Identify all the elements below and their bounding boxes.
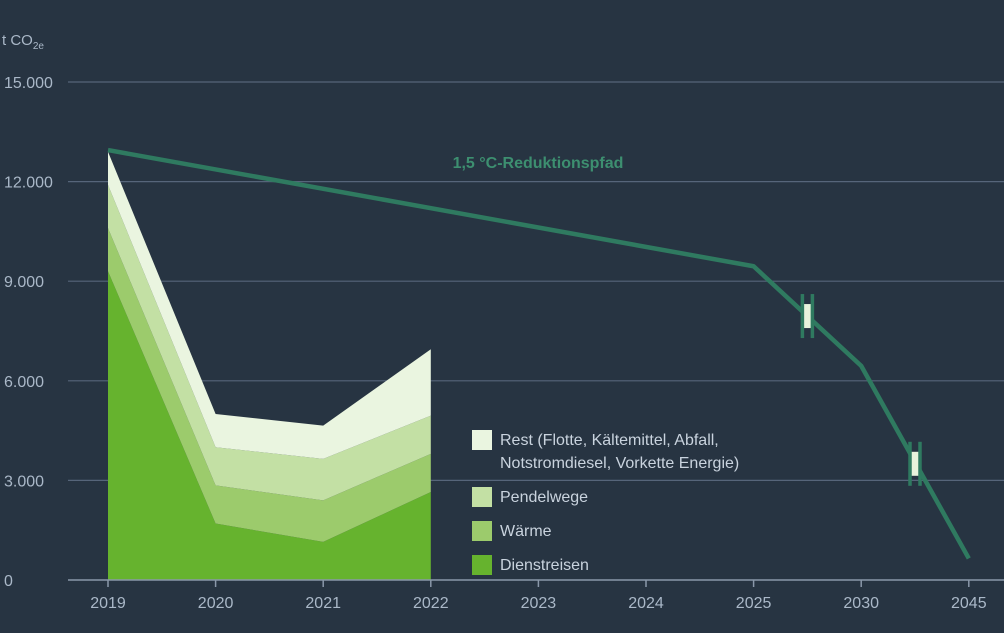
legend-swatch xyxy=(472,555,492,575)
x-tick-label: 2025 xyxy=(736,595,772,612)
axis-break-fill xyxy=(910,451,920,476)
x-tick-label: 2023 xyxy=(521,595,557,612)
y-axis-unit: t CO2e xyxy=(2,32,44,52)
y-tick-label: 15.000 xyxy=(4,75,53,92)
x-tick-label: 2019 xyxy=(90,595,126,612)
x-tick-label: 2022 xyxy=(413,595,449,612)
y-tick-label: 12.000 xyxy=(4,175,53,192)
area-wärme xyxy=(108,228,431,542)
legend-label: Rest (Flotte, Kältemittel, Abfall, xyxy=(500,432,719,449)
y-tick-label: 3.000 xyxy=(4,473,44,490)
reduction-path-label: 1,5 °C-Reduktionspfad xyxy=(453,155,624,172)
y-tick-label: 0 xyxy=(4,573,13,590)
x-tick-label: 2045 xyxy=(951,595,987,612)
axis-break-marker xyxy=(908,441,922,486)
reduction-path: 1,5 °C-Reduktionspfad xyxy=(107,147,971,560)
legend-label: Notstromdiesel, Vorkette Energie) xyxy=(500,455,739,472)
axis-break-fill xyxy=(802,304,813,329)
y-tick-label: 9.000 xyxy=(4,274,44,291)
x-tick-label: 2024 xyxy=(628,595,664,612)
area-pendelwege xyxy=(108,184,431,501)
legend-label: Dienstreisen xyxy=(500,557,589,574)
x-tick-label: 2021 xyxy=(305,595,341,612)
area-dienstreisen xyxy=(108,271,431,580)
legend-label: Wärme xyxy=(500,523,552,540)
axes: 15.000 12.000 9.000 6.000 3.000 0 t CO2e 2019 20… xyxy=(2,32,1004,612)
legend-swatch xyxy=(472,521,492,541)
axis-break-marker xyxy=(800,294,815,339)
legend: Rest (Flotte, Kältemittel, Abfall, Notstr… xyxy=(472,430,739,575)
area-rest xyxy=(108,151,431,459)
legend-label: Pendelwege xyxy=(500,489,588,506)
legend-swatch xyxy=(472,487,492,507)
y-tick-label: 6.000 xyxy=(4,374,44,391)
x-tick-label: 2020 xyxy=(198,595,234,612)
stacked-areas xyxy=(108,151,431,580)
legend-swatch xyxy=(472,430,492,450)
x-tick-label: 2030 xyxy=(843,595,879,612)
